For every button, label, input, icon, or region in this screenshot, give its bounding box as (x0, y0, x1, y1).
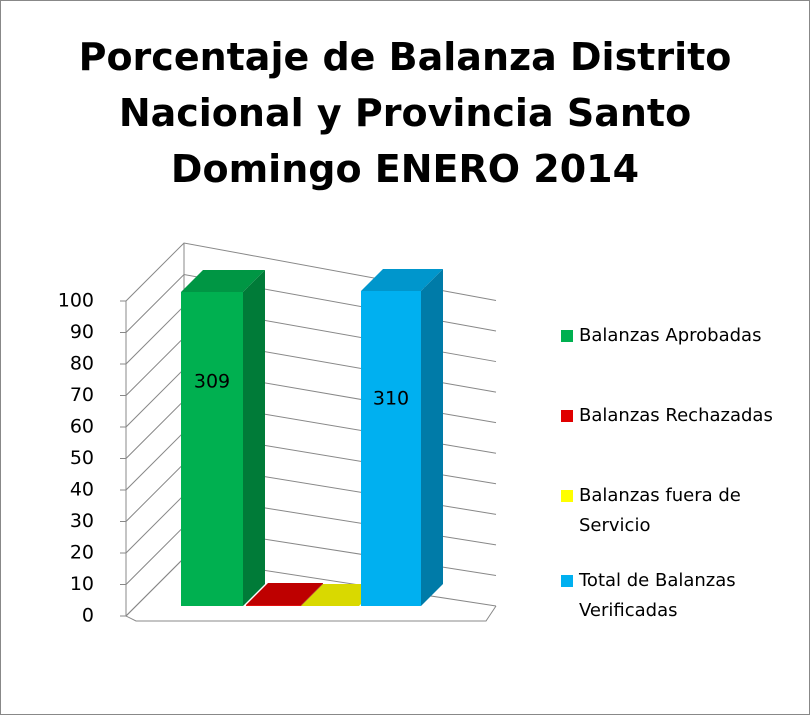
legend-swatch (561, 490, 573, 502)
y-tick-label: 90 (70, 321, 94, 343)
bar-top (361, 269, 443, 291)
y-tick-label: 70 (70, 384, 94, 406)
bar (361, 291, 421, 606)
bar-top (246, 583, 323, 606)
bar-top (181, 269, 265, 292)
legend-label: Total de Balanzas Verificadas (579, 570, 736, 621)
chart-title: Porcentaje de Balanza Distrito Nacional … (78, 35, 732, 191)
legend-swatch (561, 575, 573, 587)
y-tick-label: 100 (58, 290, 94, 312)
bar-side (421, 269, 443, 606)
floor-edge (125, 605, 497, 622)
bar-side (243, 269, 265, 606)
y-tick-label: 30 (70, 510, 94, 532)
legend-label: Balanzas Rechazadas (579, 405, 773, 426)
y-tick-label: 0 (82, 605, 94, 627)
legend-label: Balanzas Aprobadas (579, 325, 762, 346)
y-tick-label: 50 (70, 447, 94, 469)
data-label: 309 (194, 370, 230, 392)
legend-swatch (561, 330, 573, 342)
y-tick-label: 10 (70, 573, 94, 595)
y-tick-label: 40 (70, 479, 94, 501)
data-label: 310 (373, 388, 409, 410)
y-tick-label: 80 (70, 353, 94, 375)
y-tick-label: 60 (70, 416, 94, 438)
legend-swatch (561, 410, 573, 422)
bar (246, 605, 301, 606)
y-tick-label: 20 (70, 542, 94, 564)
bar (181, 291, 243, 606)
legend-label: Balanzas fuera de Servicio (579, 485, 741, 536)
bar-side (301, 583, 323, 606)
